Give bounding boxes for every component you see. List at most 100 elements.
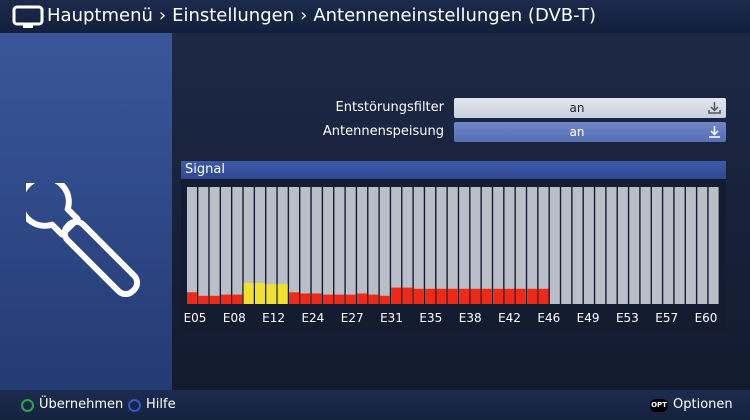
channel-slot [277,187,288,304]
channel-slot [345,187,356,304]
channel-slot [436,187,447,304]
green-button-icon [21,398,34,412]
channel-slot [685,187,696,304]
channel-slot [243,187,254,304]
breadcrumb-item-settings[interactable]: Einstellungen [172,5,295,26]
channel-slot [504,187,515,304]
tv-icon [12,5,44,28]
channel-slot [198,187,209,304]
channel-slot [289,187,299,304]
opt-button-icon: OPT [650,398,668,412]
signal-bar [425,288,436,304]
channel-tick-label: E27 [341,311,364,325]
channel-slot [368,187,379,304]
signal-bar [334,294,345,304]
signal-bar [402,287,413,304]
signal-chart-area: E05 E08 E12 E24 E27 E31 E35 E38 E42 E46 E49 E53 E57 E… [181,179,726,331]
signal-bar [515,288,526,304]
signal-bar [277,284,288,304]
signal-bar [447,288,458,304]
channel-slot [561,187,572,304]
signal-bar [481,288,492,304]
signal-bar [504,288,515,304]
dropdown-arrow-icon [709,126,720,138]
channel-slot [402,187,413,304]
channel-slot [255,187,265,304]
breadcrumb-item-antenna-settings: Antenneneinstellungen (DVB-T) [313,5,597,26]
channel-slot [549,187,560,304]
signal-bar [413,288,424,304]
signal-chart: E05 E08 E12 E24 E27 E31 E35 E38 E42 E46 E49 E53 E57 E… [184,187,719,325]
signal-bar [459,288,470,304]
signal-bar [255,282,265,304]
setting-label-antenna-power: Antennenspeisung [322,124,444,139]
accept-hint[interactable]: Übernehmen [21,390,123,420]
channel-slot [481,187,492,304]
channel-slot [334,187,345,304]
channel-tick-label: E42 [498,311,521,325]
channel-slot [708,187,719,304]
options-hint[interactable]: OPT Optionen [650,390,733,420]
channel-tick-label: E49 [577,311,600,325]
channel-slot [640,187,651,304]
category-panel [0,33,172,390]
channel-slot [425,187,436,304]
setting-label-noise-filter: Entstörungsfilter [335,100,444,115]
signal-bar [345,294,356,304]
help-hint[interactable]: Hilfe [128,390,176,420]
breadcrumb-item-main-menu[interactable]: Hauptmenü [47,5,153,26]
channel-slot [379,187,390,304]
signal-bar [357,293,368,304]
antenna-power-select[interactable]: an [454,122,726,142]
signal-bar [266,284,277,304]
channel-slot [323,187,334,304]
channel-slot [221,187,231,304]
signal-bar [232,294,243,304]
channel-tick-label: E57 [655,311,678,325]
channel-slot [595,187,606,304]
channel-tick-label: E35 [419,311,442,325]
channel-tick-label: E53 [616,311,639,325]
channel-slot [232,187,243,304]
antenna-power-value: an [569,125,585,139]
channel-slot [493,187,504,304]
signal-bar [379,295,390,304]
signal-bar [198,295,209,304]
channel-tick-label: E24 [301,311,324,325]
channel-slot [447,187,458,304]
blue-button-icon [128,398,141,412]
noise-filter-value: an [569,101,585,115]
signal-bar [391,287,402,304]
channel-slot [187,187,197,304]
signal-bar [311,293,322,304]
title-bar: Hauptmenü › Einstellungen › Antenneneins… [0,0,750,33]
signal-bar [368,294,379,304]
channel-tick-label: E12 [262,311,285,325]
breadcrumb: Hauptmenü › Einstellungen › Antenneneins… [47,4,596,28]
channel-slot [663,187,674,304]
channel-slot [515,187,526,304]
dropdown-arrow-icon [708,102,721,114]
chevron-right-icon: › [300,5,308,26]
signal-bar [300,293,311,304]
help-label: Hilfe [146,397,176,412]
wrench-icon [26,183,141,298]
channel-slot [629,187,640,304]
options-label: Optionen [673,397,733,412]
channel-slot [391,187,402,304]
channel-slot [300,187,311,304]
channel-tick-label: E38 [459,311,482,325]
channel-slot [266,187,277,304]
channel-slot [651,187,662,304]
channel-tick-label: E31 [380,311,403,325]
accept-label: Übernehmen [39,397,124,412]
signal-bar [209,295,220,304]
signal-bar [187,292,197,304]
channel-slot [697,187,708,304]
channel-tick-label: E46 [537,311,560,325]
noise-filter-select[interactable]: an [454,98,726,118]
channel-slot [674,187,685,304]
channel-tick-label: E05 [184,311,207,325]
signal-bar [323,294,334,304]
chevron-right-icon: › [158,5,167,26]
